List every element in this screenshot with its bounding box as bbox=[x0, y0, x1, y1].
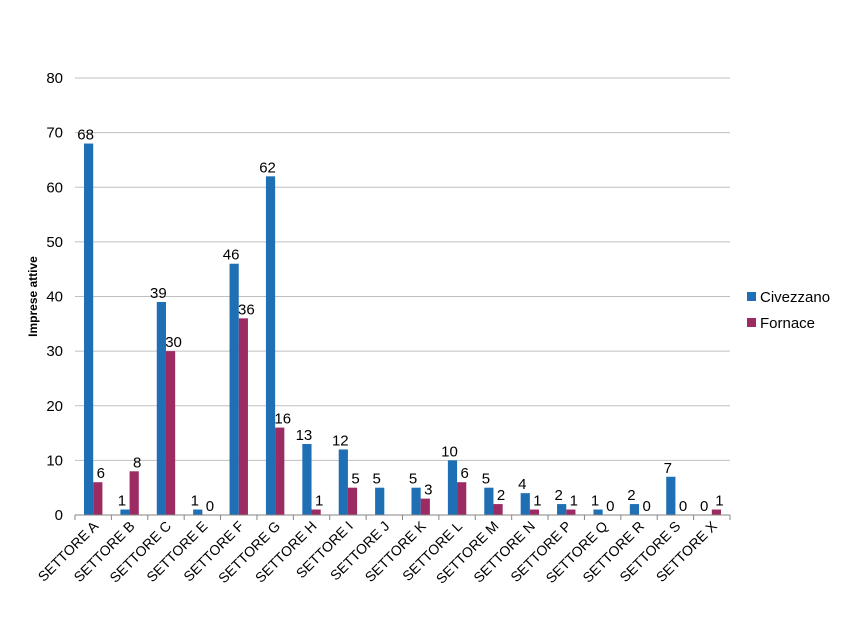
y-tick-label: 60 bbox=[46, 179, 63, 196]
gridlines bbox=[75, 77, 730, 461]
data-label-fornace: 0 bbox=[606, 498, 614, 515]
data-label-fornace: 6 bbox=[461, 465, 469, 482]
bar-civezzano bbox=[302, 443, 312, 515]
bar-civezzano bbox=[229, 263, 239, 515]
data-label-fornace: 5 bbox=[351, 471, 359, 488]
data-label-civezzano: 1 bbox=[118, 493, 126, 510]
bar-civezzano bbox=[338, 449, 348, 515]
bar-civezzano bbox=[593, 509, 603, 515]
y-tick-label: 0 bbox=[55, 507, 63, 524]
data-label-civezzano: 7 bbox=[664, 460, 672, 477]
data-label-fornace: 36 bbox=[238, 301, 255, 318]
bar-fornace bbox=[165, 351, 176, 515]
data-label-civezzano: 1 bbox=[591, 493, 599, 510]
data-label-civezzano: 10 bbox=[441, 443, 458, 460]
bar-civezzano bbox=[193, 509, 203, 515]
y-tick-label: 30 bbox=[46, 343, 63, 360]
data-label-civezzano: 2 bbox=[627, 487, 635, 504]
bar-civezzano bbox=[447, 460, 458, 515]
legend-label-fornace: Fornace bbox=[760, 315, 815, 332]
bar-fornace bbox=[420, 498, 430, 515]
bar-fornace bbox=[129, 471, 139, 515]
data-label-fornace: 2 bbox=[497, 487, 505, 504]
bar-civezzano bbox=[83, 143, 94, 516]
bar-fornace bbox=[275, 427, 285, 515]
y-tick-label: 70 bbox=[46, 125, 63, 142]
data-label-civezzano: 5 bbox=[409, 471, 417, 488]
data-label-civezzano: 4 bbox=[518, 476, 526, 493]
bar-fornace bbox=[457, 482, 467, 515]
data-label-fornace: 6 bbox=[97, 465, 105, 482]
y-tick-label: 40 bbox=[46, 289, 63, 306]
bar-civezzano bbox=[375, 487, 385, 515]
legend-label-civezzano: Civezzano bbox=[760, 289, 830, 306]
data-label-fornace: 0 bbox=[206, 498, 214, 515]
data-label-civezzano: 62 bbox=[259, 159, 276, 176]
data-label-fornace: 30 bbox=[165, 334, 182, 351]
data-label-fornace: 1 bbox=[715, 493, 723, 510]
data-label-civezzano: 1 bbox=[191, 493, 199, 510]
y-tick-label: 10 bbox=[46, 452, 63, 469]
legend-swatch-civezzano bbox=[747, 292, 756, 301]
data-label-civezzano: 68 bbox=[77, 127, 94, 144]
data-label-fornace: 1 bbox=[533, 493, 541, 510]
bar-fornace bbox=[347, 487, 358, 515]
bar-civezzano bbox=[629, 504, 640, 515]
data-label-civezzano: 0 bbox=[700, 498, 708, 515]
y-tick-label: 50 bbox=[46, 234, 63, 251]
data-label-civezzano: 2 bbox=[554, 487, 562, 504]
bar-civezzano bbox=[265, 176, 276, 515]
bar-civezzano bbox=[557, 504, 567, 515]
bar-civezzano bbox=[411, 487, 421, 515]
data-label-fornace: 1 bbox=[570, 493, 578, 510]
bar-fornace bbox=[238, 318, 248, 515]
data-label-civezzano: 39 bbox=[150, 285, 167, 302]
bar-civezzano bbox=[666, 476, 676, 515]
legend: Civezzano Fornace bbox=[747, 289, 830, 332]
data-label-fornace: 0 bbox=[679, 498, 687, 515]
bar-civezzano bbox=[520, 493, 530, 515]
bar-fornace bbox=[311, 509, 321, 515]
data-label-fornace: 16 bbox=[274, 411, 291, 428]
bar-civezzano bbox=[120, 509, 130, 515]
data-label-fornace: 1 bbox=[315, 493, 323, 510]
legend-swatch-fornace bbox=[747, 318, 756, 327]
y-axis-ticks: 0 10 20 30 40 50 60 70 80 bbox=[46, 70, 63, 524]
data-label-civezzano: 5 bbox=[373, 471, 381, 488]
data-label-fornace: 8 bbox=[133, 454, 141, 471]
y-tick-label: 20 bbox=[46, 398, 63, 415]
x-axis bbox=[74, 514, 731, 520]
bar-fornace bbox=[529, 509, 540, 515]
data-label-civezzano: 13 bbox=[296, 427, 313, 444]
data-label-civezzano: 12 bbox=[332, 432, 349, 449]
y-axis-label: Imprese attive bbox=[26, 256, 40, 337]
data-label-fornace: 3 bbox=[424, 482, 432, 499]
data-label-fornace: 0 bbox=[642, 498, 650, 515]
bars bbox=[83, 143, 722, 516]
bar-fornace bbox=[566, 509, 576, 515]
data-label-civezzano: 46 bbox=[223, 247, 240, 264]
data-label-civezzano: 5 bbox=[482, 471, 490, 488]
bar-fornace bbox=[711, 509, 722, 515]
bar-fornace bbox=[93, 482, 103, 515]
bar-civezzano bbox=[484, 487, 494, 515]
bar-civezzano bbox=[156, 301, 166, 515]
y-tick-label: 80 bbox=[46, 70, 63, 87]
bar-fornace bbox=[493, 504, 503, 515]
